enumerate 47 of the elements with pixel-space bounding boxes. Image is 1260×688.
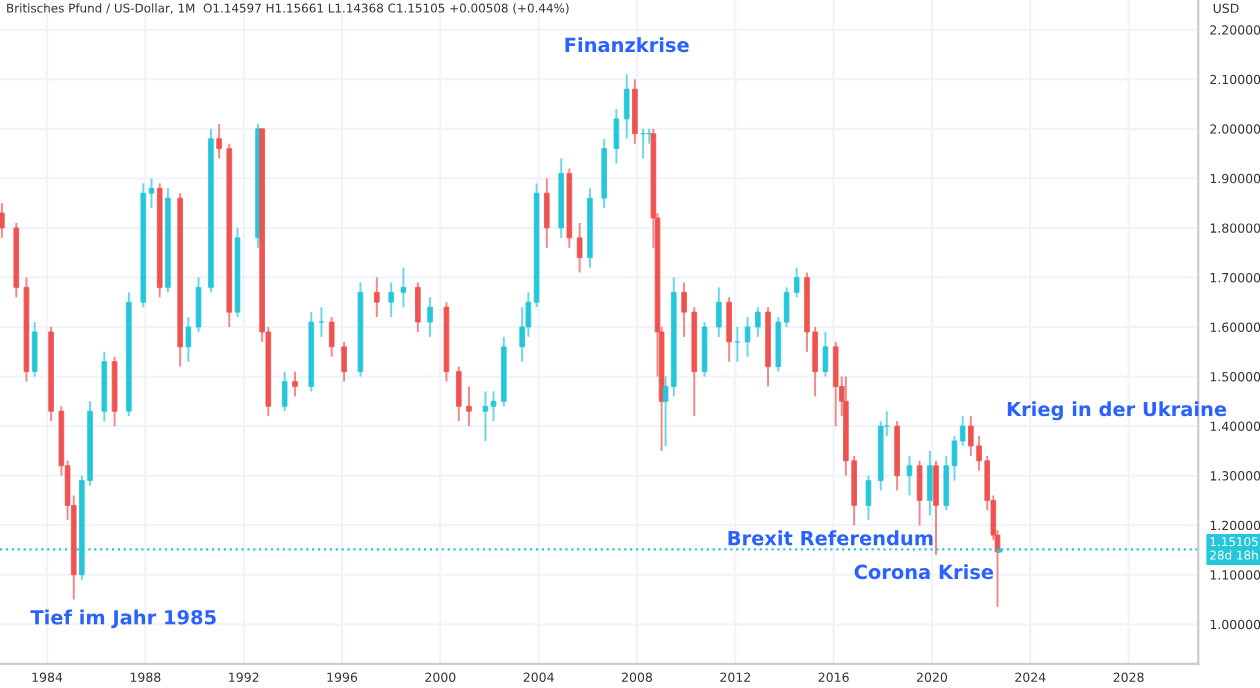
candlestick <box>427 296 433 338</box>
candlestick <box>734 326 741 363</box>
candlestick <box>632 78 638 145</box>
candlestick <box>968 415 974 457</box>
candlestick <box>281 370 288 413</box>
candlestick <box>490 390 497 423</box>
candlestick <box>544 177 550 249</box>
annotation: Tief im Jahr 1985 <box>30 609 216 629</box>
candlestick <box>400 266 407 309</box>
candlestick <box>613 108 620 165</box>
candlestick <box>623 73 630 140</box>
candlestick <box>388 281 394 319</box>
candlestick <box>793 266 800 299</box>
candlestick <box>195 276 202 333</box>
candlestick <box>755 306 761 338</box>
candlestick <box>726 296 732 363</box>
candlestick <box>576 221 583 274</box>
candlestick <box>640 127 646 160</box>
candlestick <box>341 340 347 383</box>
candlestick <box>456 365 462 423</box>
candlestick <box>865 474 872 522</box>
candlestick <box>701 321 708 378</box>
candlestick <box>0 202 5 239</box>
candlestick <box>415 281 421 333</box>
annotation: Krieg in der Ukraine <box>1007 401 1227 421</box>
candlestick <box>216 122 222 160</box>
candlestick <box>832 340 839 428</box>
annotation: Corona Krise <box>854 564 994 580</box>
candlestick <box>916 459 923 527</box>
candlestick <box>328 316 335 358</box>
candlestick <box>822 330 829 378</box>
candlestick <box>31 321 38 378</box>
candlestick <box>292 370 298 398</box>
candlestick <box>466 385 472 428</box>
candlestick <box>318 306 325 338</box>
candlestick <box>906 454 913 497</box>
candlestick <box>933 459 939 556</box>
candlestick <box>482 390 489 442</box>
candlestick <box>681 281 687 338</box>
candlestick <box>646 127 653 145</box>
candlestick <box>716 286 722 338</box>
annotation: Brexit Referendum <box>728 530 933 546</box>
candlestick <box>374 276 380 319</box>
candlestick <box>744 316 751 358</box>
annotation: Finanzkrise <box>565 37 689 53</box>
candlestick <box>927 449 933 517</box>
candlestick <box>185 316 192 363</box>
